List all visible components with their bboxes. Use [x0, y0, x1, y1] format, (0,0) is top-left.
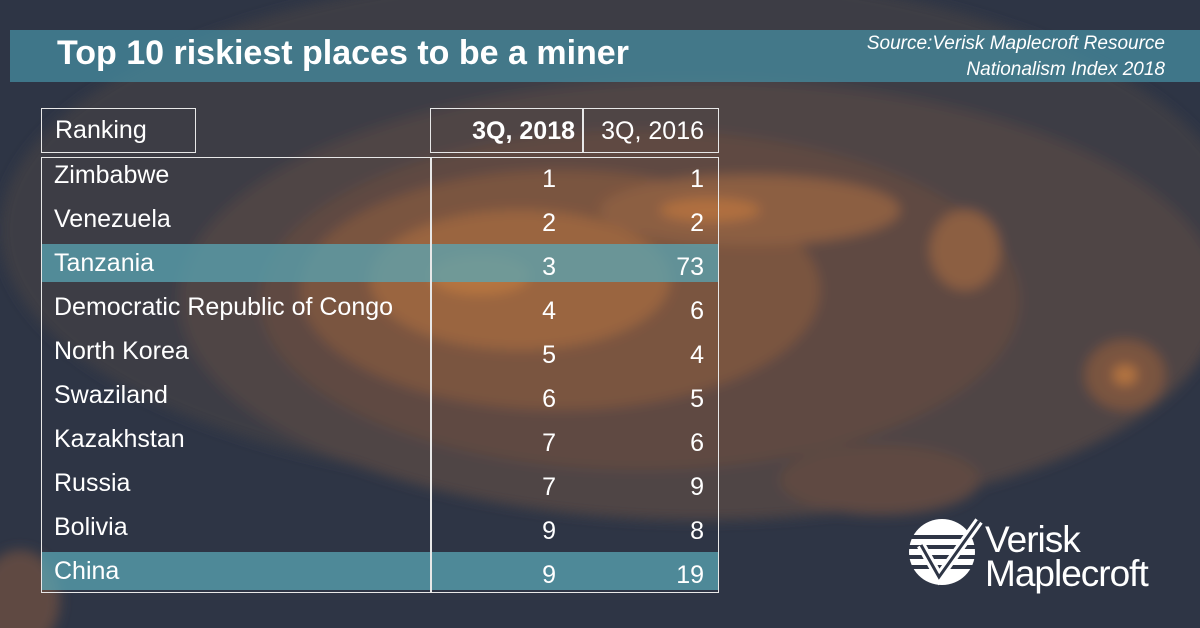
title: Top 10 riskiest places to be a miner — [57, 34, 629, 72]
row-highlight — [41, 244, 719, 282]
title-bar — [10, 30, 1200, 82]
rank-2016: 19 — [676, 561, 704, 589]
rank-2016: 6 — [690, 297, 704, 325]
country: Kazakhstan — [54, 425, 185, 453]
rank-2018: 4 — [542, 297, 556, 325]
rank-2018: 7 — [542, 429, 556, 457]
rank-2016: 6 — [690, 429, 704, 457]
table-border — [41, 157, 719, 593]
country: China — [54, 557, 120, 585]
country: North Korea — [54, 337, 189, 365]
country: Venezuela — [54, 205, 171, 233]
row-highlight — [41, 552, 719, 590]
rank-2018: 1 — [542, 165, 556, 193]
rank-2018: 5 — [542, 341, 556, 369]
rank-2016: 8 — [690, 517, 704, 545]
country: Democratic Republic of Congo — [54, 293, 394, 321]
rank-2016: 4 — [690, 341, 704, 369]
rank-2018: 2 — [542, 209, 556, 237]
header-box — [430, 108, 719, 153]
rank-2018: 9 — [542, 561, 556, 589]
logo-icon — [905, 518, 983, 586]
column-header: 3Q, 2016 — [601, 117, 704, 145]
country: Russia — [54, 469, 131, 497]
rank-2016: 1 — [690, 165, 704, 193]
rank-2016: 73 — [676, 253, 704, 281]
rank-2018: 6 — [542, 385, 556, 413]
country: Bolivia — [54, 513, 128, 541]
logo-text: Verisk — [985, 519, 1081, 560]
rank-2018: 9 — [542, 517, 556, 545]
divider — [582, 108, 584, 153]
country: Tanzania — [54, 249, 155, 277]
rank-2018: 3 — [542, 253, 556, 281]
column-header: 3Q, 2018 — [472, 117, 575, 145]
logo-text: Maplecroft — [985, 553, 1149, 594]
country: Swaziland — [54, 381, 168, 409]
country: Zimbabwe — [54, 161, 170, 189]
source: Source:Verisk Maplecroft Resource — [866, 33, 1165, 54]
rank-2018: 7 — [542, 473, 556, 501]
divider — [430, 157, 432, 593]
column-header: Ranking — [41, 108, 196, 153]
source: Nationalism Index 2018 — [966, 59, 1165, 80]
rank-2016: 9 — [690, 473, 704, 501]
rank-2016: 5 — [690, 385, 704, 413]
rank-2016: 2 — [690, 209, 704, 237]
